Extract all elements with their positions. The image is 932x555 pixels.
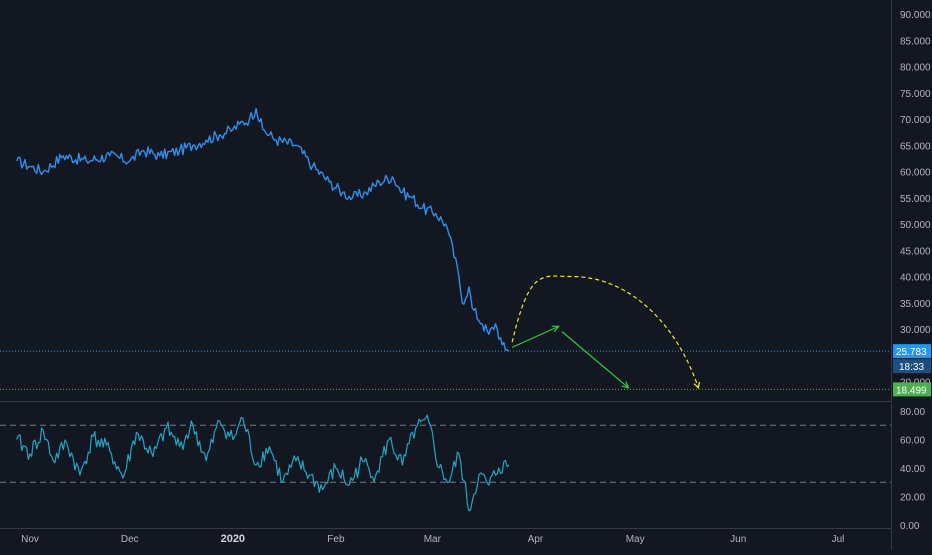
price-axis-tick-label: 50.000 xyxy=(900,220,931,231)
rsi-axis-tick-label: 0.00 xyxy=(900,521,920,532)
price-axis-tick-label: 85.000 xyxy=(900,36,931,47)
last-price-badge xyxy=(893,344,931,359)
time-axis-tick-label: Apr xyxy=(528,534,544,545)
forecast-arrow-down-head xyxy=(621,381,630,389)
time-axis-tick-label: Mar xyxy=(424,534,442,545)
last-price-badge-text: 25.783 xyxy=(896,347,927,358)
price-axis-tick-label: 60.000 xyxy=(900,168,931,179)
price-axis-tick-label: 90.000 xyxy=(900,10,931,21)
price-series-line xyxy=(16,107,510,352)
rsi-axis-tick-label: 60.00 xyxy=(900,436,925,447)
price-axis-tick-label: 45.000 xyxy=(900,246,931,257)
price-axis-tick-label: 80.000 xyxy=(900,63,931,74)
time-axis-tick-label: Feb xyxy=(327,534,345,545)
forecast-arc-head xyxy=(693,381,701,389)
time-axis-tick-label: Jul xyxy=(832,534,845,545)
time-axis-tick-label: Nov xyxy=(21,534,39,545)
forecast-arrow-up xyxy=(511,325,559,348)
rsi-axis-tick-label: 40.00 xyxy=(900,464,925,475)
price-axis-tick-label: 65.000 xyxy=(900,141,931,152)
price-axis-tick-label: 75.000 xyxy=(900,89,931,100)
price-axis-tick-label: 70.000 xyxy=(900,115,931,126)
time-axis-tick-label: Jun xyxy=(730,534,746,545)
rsi-series-line xyxy=(16,414,510,512)
time-axis-tick-label: Dec xyxy=(121,534,139,545)
price-axis-tick-label: 40.000 xyxy=(900,273,931,284)
price-axis-tick-label: 35.000 xyxy=(900,299,931,310)
time-axis-tick-label: 2020 xyxy=(221,533,245,545)
support-badge-text: 18.499 xyxy=(896,385,927,396)
price-axis-tick-label: 55.000 xyxy=(900,194,931,205)
forecast-arrow-up-head xyxy=(551,325,560,333)
rsi-axis-tick-label: 80.00 xyxy=(900,407,925,418)
support-badge xyxy=(893,382,931,397)
countdown-badge-text: 18:33 xyxy=(899,362,924,373)
forecast-arrow-down xyxy=(561,331,629,389)
rsi-axis-tick-label: 20.00 xyxy=(900,493,925,504)
countdown-badge xyxy=(893,359,931,374)
time-axis-tick-label: May xyxy=(626,534,645,545)
price-axis-tick-label: 30.000 xyxy=(900,325,931,336)
